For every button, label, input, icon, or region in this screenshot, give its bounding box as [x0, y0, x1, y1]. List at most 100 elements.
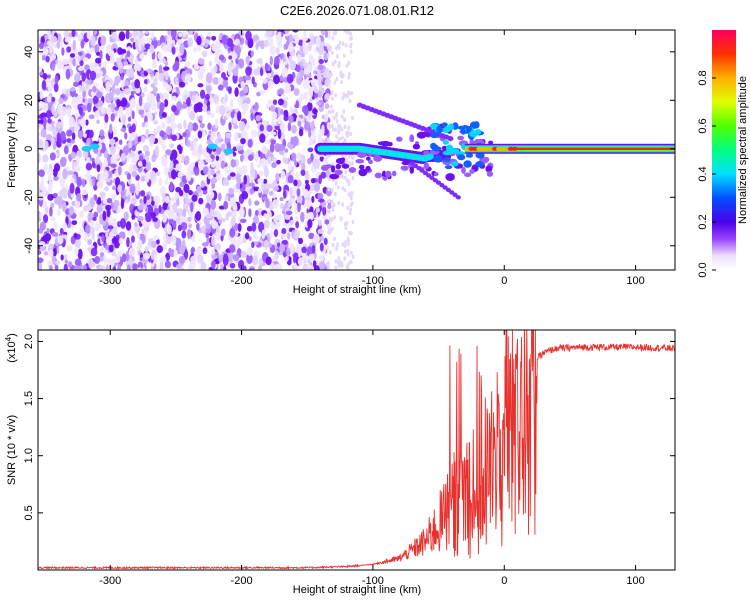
noise-speck	[198, 197, 204, 205]
noise-speck	[112, 225, 118, 235]
noise-speck	[77, 128, 84, 140]
noise-speck	[215, 243, 222, 251]
noise-speck	[144, 43, 151, 50]
noise-speck	[143, 195, 147, 204]
noise-speck	[214, 64, 218, 73]
noise-speck	[211, 254, 218, 260]
noise-speck	[145, 128, 150, 140]
noise-speck-edge	[331, 242, 335, 248]
noise-speck	[62, 168, 68, 180]
noise-speck	[152, 235, 159, 241]
noise-speck	[246, 187, 251, 194]
noise-speck	[307, 147, 314, 153]
noise-speck	[195, 211, 202, 222]
noise-hotspot-0	[81, 145, 92, 152]
noise-speck	[147, 205, 154, 215]
noise-speck	[144, 30, 149, 35]
noise-speck-edge	[334, 92, 338, 98]
noise-speck	[57, 235, 64, 245]
noise-speck	[239, 154, 244, 163]
noise-speck	[177, 171, 183, 178]
noise-speck-edge	[327, 209, 330, 214]
noise-speck	[54, 74, 59, 85]
noise-speck	[109, 54, 115, 64]
noise-speck	[159, 130, 165, 138]
noise-speck	[235, 63, 240, 70]
noise-speck	[217, 84, 224, 91]
noise-speck	[69, 53, 76, 58]
signal-blob	[457, 135, 465, 141]
noise-speck	[278, 31, 282, 37]
snr-y-tick-label-0: 0.5	[23, 505, 35, 520]
noise-speck	[62, 221, 68, 231]
noise-speck	[126, 50, 131, 58]
noise-speck	[189, 110, 196, 121]
noise-speck	[102, 170, 109, 179]
noise-speck	[38, 241, 46, 248]
signal-band-pulse	[511, 146, 518, 151]
noise-speck	[193, 137, 199, 142]
noise-speck-edge	[327, 261, 331, 267]
noise-speck	[177, 208, 184, 217]
noise-speck	[318, 174, 322, 185]
noise-speck	[233, 124, 239, 130]
noise-speck	[118, 31, 126, 41]
noise-speck	[272, 99, 278, 105]
noise-speck	[254, 200, 260, 206]
noise-speck	[85, 162, 93, 171]
noise-speck	[114, 253, 121, 264]
noise-speck	[42, 73, 48, 80]
noise-speck	[54, 237, 59, 247]
noise-speck-edge	[331, 207, 335, 213]
colorbar-tick-label-0: 0.0	[697, 262, 709, 277]
snr-line	[38, 330, 675, 570]
noise-speck	[177, 123, 183, 130]
noise-speck	[254, 151, 259, 162]
noise-speck	[258, 170, 264, 176]
heatmap-y-tick-label-4: 40	[23, 46, 35, 58]
noise-speck	[258, 187, 262, 194]
noise-speck	[196, 185, 202, 193]
noise-speck	[167, 30, 171, 36]
noise-speck-edge	[337, 263, 341, 269]
noise-speck	[63, 263, 68, 270]
noise-speck	[53, 221, 58, 231]
signal-blob	[400, 165, 409, 171]
noise-speck	[87, 202, 92, 209]
noise-speck	[124, 88, 131, 95]
noise-speck	[313, 234, 320, 244]
noise-speck-edge	[333, 80, 337, 85]
noise-speck	[118, 231, 126, 240]
noise-hotspot-2	[207, 143, 218, 150]
noise-speck	[279, 243, 286, 253]
noise-speck	[249, 188, 255, 195]
signal-cluster	[431, 146, 442, 152]
noise-speck-edge	[344, 240, 347, 245]
heatmap-x-label: Height of straight line (km)	[293, 284, 421, 296]
noise-speck	[197, 83, 204, 88]
noise-speck-edge	[333, 236, 336, 241]
noise-speck	[150, 100, 157, 111]
noise-speck	[159, 260, 164, 270]
noise-speck	[206, 237, 210, 245]
noise-speck-edge	[332, 31, 336, 36]
noise-speck-edge	[335, 246, 338, 252]
noise-speck	[169, 181, 174, 192]
noise-speck	[53, 232, 59, 238]
noise-speck	[57, 33, 62, 43]
noise-speck	[187, 216, 192, 223]
noise-speck	[220, 228, 226, 237]
noise-speck-edge	[345, 93, 349, 98]
noise-speck	[251, 241, 255, 249]
noise-speck	[71, 132, 76, 141]
noise-speck	[280, 170, 286, 180]
noise-speck	[128, 247, 136, 256]
noise-speck	[91, 161, 96, 168]
noise-speck	[301, 246, 307, 254]
noise-speck-edge	[341, 95, 345, 101]
heatmap-frame	[37, 29, 676, 271]
noise-speck	[220, 160, 226, 169]
noise-speck	[158, 64, 163, 76]
noise-speck	[45, 109, 52, 119]
noise-speck	[252, 35, 260, 41]
